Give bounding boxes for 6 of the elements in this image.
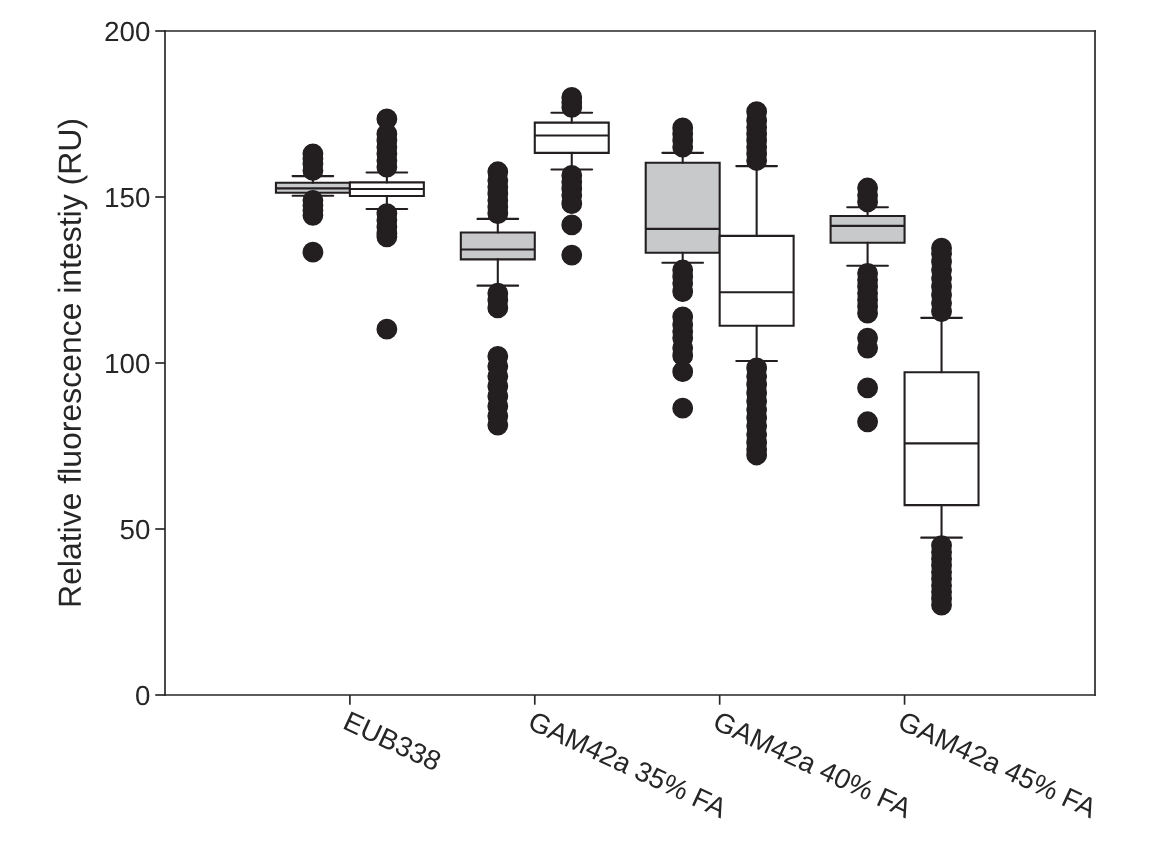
y-tick-label: 0 [136,685,150,706]
y-tick-label: 50 [120,519,150,540]
y-tick-label: 100 [106,353,150,374]
y-tick-label: 200 [105,21,150,42]
y-tick-label: 150 [106,187,150,208]
y-axis-title: Relative fluorescence intestiy (RU) [57,119,88,606]
